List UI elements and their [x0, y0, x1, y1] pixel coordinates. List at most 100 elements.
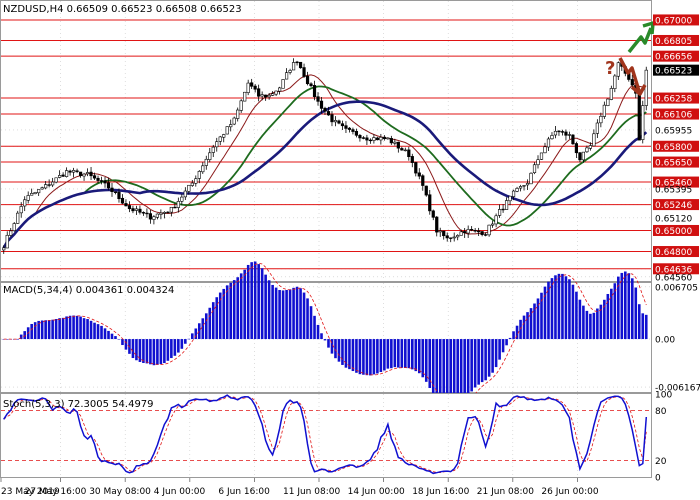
- macd-bar: [75, 315, 79, 340]
- macd-tick-label: 0.00: [655, 336, 675, 346]
- macd-bar: [156, 339, 159, 365]
- macd-bar: [103, 328, 107, 340]
- price-tick-label: 0.65000: [655, 227, 692, 237]
- candle-body: [386, 137, 390, 140]
- candle-body: [305, 75, 310, 85]
- macd-bar: [138, 339, 142, 362]
- candle-body: [344, 125, 348, 129]
- candle-body: [12, 223, 16, 231]
- macd-bar: [131, 339, 135, 359]
- candle-body: [473, 230, 477, 232]
- price-tick-label: 0.66106: [655, 111, 692, 121]
- candle-body: [51, 181, 55, 186]
- candle-body: [361, 137, 366, 139]
- macd-bar: [323, 339, 327, 341]
- candle-body: [414, 162, 418, 174]
- price-tick-label: 0.65395: [655, 185, 692, 195]
- macd-bar: [100, 325, 103, 340]
- candle-body: [494, 215, 498, 225]
- macd-bar: [487, 339, 491, 377]
- macd-bar: [68, 315, 72, 340]
- candle-body: [58, 175, 62, 178]
- macd-bar: [344, 339, 348, 368]
- macd-bar: [225, 285, 229, 340]
- candle-body: [522, 185, 526, 187]
- macd-bar: [30, 323, 33, 340]
- macd-bar: [362, 339, 365, 375]
- candle-body: [162, 211, 166, 214]
- symbol-header: NZDUSD,H4 0.66509 0.66523 0.66508 0.6652…: [3, 4, 242, 15]
- candle-body: [421, 175, 425, 186]
- price-tick-label: 0.66523: [655, 67, 692, 77]
- candle-body: [333, 120, 338, 123]
- macd-bar: [281, 290, 285, 340]
- macd-bar: [603, 299, 606, 340]
- candle-body: [75, 170, 79, 172]
- macd-bar: [644, 314, 648, 340]
- candle-body: [546, 138, 551, 148]
- candle-body: [484, 234, 488, 236]
- candle-body: [375, 137, 379, 141]
- candle-body: [197, 171, 201, 179]
- time-tick-label: 4 Jun 00:00: [154, 487, 206, 497]
- macd-bar: [561, 273, 564, 340]
- macd-bar: [620, 272, 624, 340]
- candle-body: [351, 129, 355, 132]
- macd-bar: [459, 339, 463, 405]
- candle-body: [253, 85, 257, 90]
- macd-bar: [358, 339, 362, 375]
- macd-bar: [627, 273, 631, 340]
- macd-bar: [473, 339, 477, 388]
- candle-body: [410, 156, 414, 163]
- candle-body: [134, 208, 139, 211]
- candle-body: [365, 137, 369, 141]
- level-price-label: [653, 108, 699, 120]
- candle-body: [424, 185, 428, 196]
- candle-body: [239, 100, 243, 111]
- candle-body: [68, 170, 72, 173]
- level-price-label: [653, 34, 699, 46]
- candle-body: [236, 109, 240, 119]
- candle-body: [274, 90, 278, 95]
- candle-body: [243, 91, 247, 102]
- macd-bar: [47, 320, 51, 340]
- macd-bar: [135, 339, 138, 361]
- candle-body: [85, 172, 90, 175]
- price-axis: 0.67000 0.66805 0.66656 0.66523 0.66258 0.661…: [653, 14, 699, 283]
- macd-bar: [309, 306, 313, 340]
- macd-histogram: [2, 261, 648, 415]
- macd-bar: [470, 339, 473, 392]
- macd-bar: [424, 339, 428, 382]
- stochastic-tick-label: 20: [655, 457, 667, 467]
- candle-body: [65, 170, 69, 177]
- candle-body: [431, 210, 435, 218]
- macd-bar: [72, 315, 75, 340]
- level-price-label: [653, 156, 699, 168]
- candle-body: [232, 117, 236, 125]
- macd-bar: [383, 339, 386, 371]
- macd-bar: [543, 286, 547, 340]
- time-tick-label: 6 Jun 16:00: [218, 487, 270, 497]
- candle-body: [389, 138, 393, 144]
- candle-body: [113, 191, 118, 193]
- macd-bar: [184, 339, 187, 344]
- candle-body: [581, 151, 585, 161]
- macd-bar: [568, 279, 571, 340]
- macd-bar: [121, 339, 124, 346]
- candle-body: [141, 212, 146, 214]
- macd-bar: [491, 339, 494, 373]
- macd-bar: [271, 284, 274, 340]
- macd-bar: [163, 339, 166, 364]
- candle-body: [550, 135, 554, 140]
- macd-bar: [334, 339, 337, 359]
- candle-body: [99, 180, 104, 182]
- candle-body: [358, 135, 362, 139]
- candle-body: [54, 177, 58, 183]
- candle-body: [532, 164, 537, 174]
- macd-bar: [466, 339, 470, 396]
- macd-bar: [578, 299, 582, 340]
- candle-body: [428, 194, 432, 212]
- candle-body: [539, 152, 544, 160]
- candle-body: [89, 171, 93, 177]
- macd-bar: [302, 292, 306, 340]
